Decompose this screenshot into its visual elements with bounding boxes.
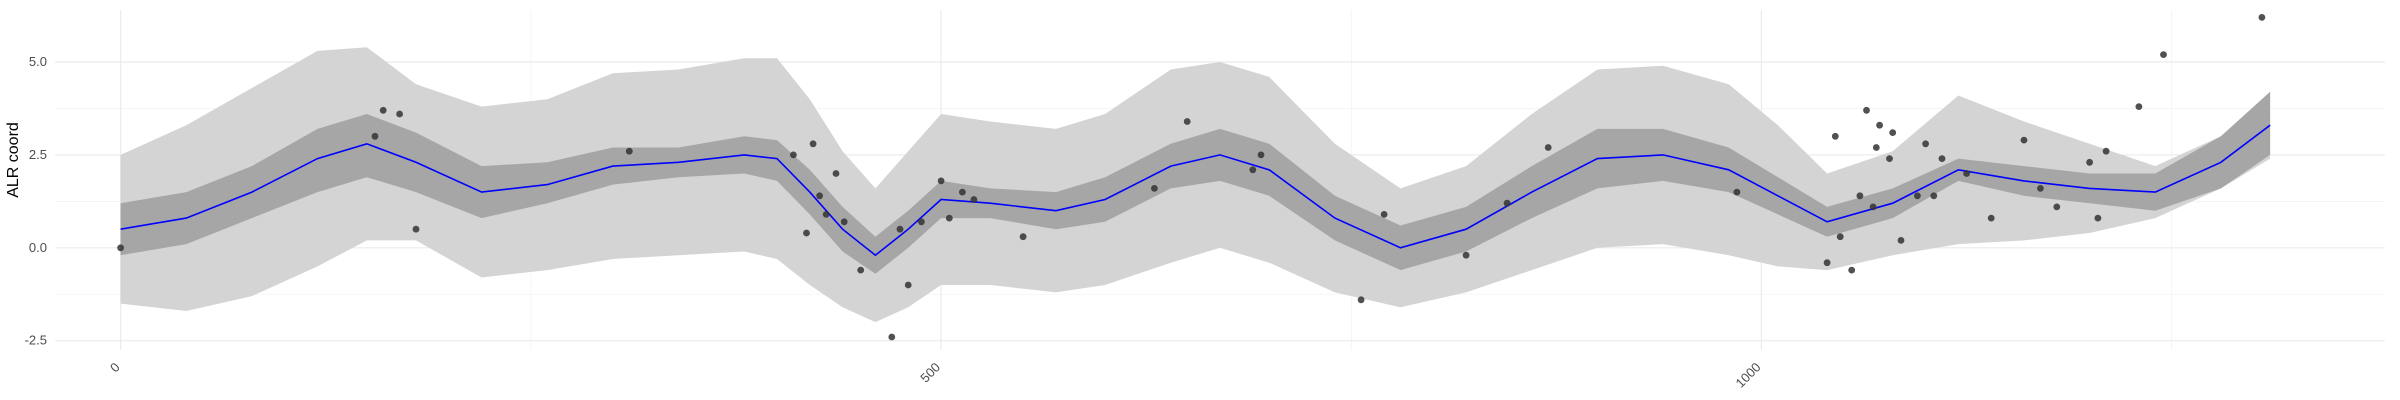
observation-point (937, 177, 945, 185)
observation-point (1823, 259, 1831, 267)
observation-point (816, 192, 823, 200)
observation-points (117, 14, 2266, 341)
observation-point (2160, 51, 2167, 58)
observation-point (1831, 132, 1839, 140)
observation-point (945, 214, 953, 222)
observation-point (1733, 188, 1741, 196)
observation-point (1380, 211, 1388, 218)
observation-point (822, 211, 830, 218)
y-axis-title: ALR coord (5, 122, 22, 198)
observation-point (1869, 203, 1877, 211)
observation-point (625, 147, 633, 155)
observation-point (2102, 147, 2110, 155)
observation-point (1922, 140, 1929, 148)
observation-point (1544, 144, 1552, 151)
y-tick-label: 5.0 (29, 54, 47, 69)
observation-point (1151, 185, 1158, 192)
observation-point (1257, 151, 1265, 159)
observation-point (1914, 192, 1921, 200)
observation-point (790, 151, 797, 159)
observation-point (2053, 203, 2061, 211)
observation-point (2020, 136, 2028, 144)
observation-point (1872, 144, 1880, 151)
observation-point (1987, 214, 1995, 222)
y-axis-ticks: -2.5 0.0 2.5 5.0 (25, 54, 47, 348)
observation-point (803, 229, 810, 237)
credible-bands (120, 47, 2271, 323)
observation-point (1503, 199, 1511, 207)
observation-point (1836, 233, 1844, 241)
observation-point (1886, 155, 1893, 163)
observation-point (1889, 129, 1897, 137)
y-tick-label: 2.5 (29, 147, 47, 162)
observation-point (2086, 158, 2094, 166)
observation-point (1462, 251, 1470, 259)
observation-point (959, 188, 966, 196)
observation-point (2037, 185, 2044, 192)
observation-point (896, 225, 904, 233)
observation-point (1930, 192, 1938, 200)
observation-point (1856, 192, 1864, 200)
observation-point (809, 140, 817, 148)
observation-point (1357, 296, 1365, 304)
observation-point (1963, 170, 1970, 177)
observation-point (1897, 237, 1905, 244)
observation-point (396, 110, 403, 118)
observation-point (2135, 103, 2143, 110)
inner-credible-band (120, 91, 2271, 274)
observation-point (857, 266, 865, 274)
observation-point (117, 244, 124, 252)
observation-point (1876, 121, 1883, 129)
observation-point (1848, 266, 1856, 274)
observation-point (2258, 14, 2266, 21)
observation-point (918, 218, 925, 226)
y-tick-label: 0.0 (29, 240, 47, 255)
observation-point (1183, 118, 1191, 125)
observation-point (904, 281, 912, 289)
observation-point (1938, 155, 1946, 163)
observation-point (1863, 106, 1870, 114)
observation-point (379, 106, 387, 114)
y-tick-label: -2.5 (25, 333, 47, 348)
observation-point (1019, 233, 1027, 241)
observation-point (371, 132, 379, 140)
observation-point (2094, 214, 2102, 222)
observation-point (1249, 166, 1257, 174)
observation-point (412, 225, 420, 233)
observation-point (888, 333, 896, 341)
observation-point (970, 196, 978, 203)
observation-point (840, 218, 848, 226)
observation-point (832, 170, 840, 177)
